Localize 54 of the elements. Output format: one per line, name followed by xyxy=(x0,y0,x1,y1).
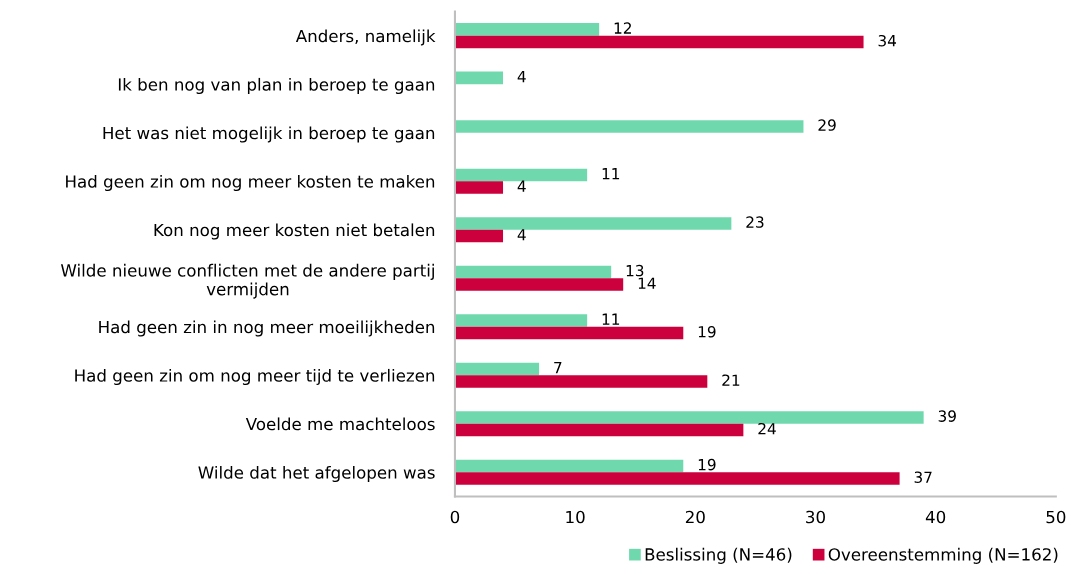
data-label: 21 xyxy=(722,374,740,386)
data-label: 11 xyxy=(602,313,620,325)
data-label: 13 xyxy=(626,264,644,277)
data-label: 7 xyxy=(554,362,562,374)
data-label: 19 xyxy=(698,325,716,338)
bar xyxy=(454,120,804,133)
bar xyxy=(454,423,744,437)
data-label: 4 xyxy=(517,71,526,83)
y-tick-label: Het was niet mogelijk in beroep te gaan xyxy=(103,126,435,143)
y-tick-label: Had geen zin om nog meer tijd te verliezen xyxy=(75,368,435,386)
y-tick-label: Voelde me machteloos xyxy=(245,417,435,431)
data-label: 34 xyxy=(878,34,897,47)
x-tick-label: 10 xyxy=(566,510,585,524)
bar xyxy=(454,326,684,340)
bar xyxy=(454,362,540,376)
y-tick-label: Wilde nieuwe conflicten met de andere partij vermijden xyxy=(60,263,434,299)
y-tick-label: Kon nog meer kosten niet betalen xyxy=(154,223,435,240)
x-tick-label: 30 xyxy=(806,510,825,524)
data-label: 24 xyxy=(758,422,776,435)
data-label: 29 xyxy=(818,119,836,131)
bar xyxy=(454,71,504,85)
bar xyxy=(454,265,612,279)
y-tick-label: Had geen zin in nog meer moeilijkheden xyxy=(99,320,435,337)
bar xyxy=(454,35,864,49)
data-label: 4 xyxy=(517,229,526,241)
data-label: 4 xyxy=(517,180,526,192)
y-tick-label: Anders, namelijk xyxy=(295,29,436,46)
data-label: 14 xyxy=(638,277,656,289)
data-label: 19 xyxy=(698,458,716,471)
bar xyxy=(454,168,588,182)
x-tick-label: 50 xyxy=(1046,510,1066,524)
bar xyxy=(454,411,924,424)
legend-label: Beslissing (N=46) xyxy=(645,547,792,564)
bar xyxy=(454,472,900,485)
y-tick-label: Ik ben nog van plan in beroep te gaan xyxy=(118,77,435,95)
x-tick-label: 0 xyxy=(450,510,460,524)
data-label: 37 xyxy=(914,471,932,483)
bar xyxy=(454,278,624,291)
legend-label: Overeenstemming (N=162) xyxy=(828,547,1058,564)
data-label: 39 xyxy=(938,410,956,422)
x-tick-label: 40 xyxy=(925,510,946,524)
y-tick-label: Wilde dat het afgelopen was xyxy=(198,465,435,483)
bar xyxy=(454,181,504,194)
x-tick-label: 20 xyxy=(685,510,705,524)
data-label: 23 xyxy=(746,216,764,228)
bar xyxy=(454,375,708,388)
bar xyxy=(454,459,684,473)
bar xyxy=(454,314,588,327)
y-tick-label: Had geen zin om nog meer kosten te maken xyxy=(66,174,435,192)
bar xyxy=(454,229,504,243)
bar xyxy=(454,217,732,230)
data-label: 12 xyxy=(614,22,631,34)
data-label: 11 xyxy=(602,168,620,180)
bar xyxy=(454,23,600,36)
